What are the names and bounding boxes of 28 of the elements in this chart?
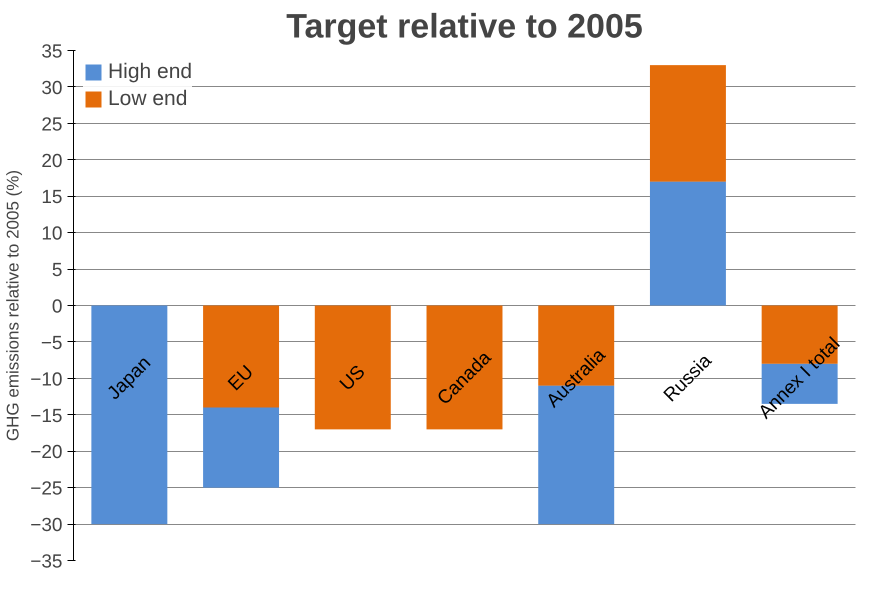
bar — [650, 182, 726, 306]
y-tick-label: −10 — [30, 369, 63, 390]
legend-label: Low end — [108, 87, 188, 111]
y-axis-title: GHG emissions relative to 2005 (%) — [3, 170, 22, 442]
y-tick-label: 10 — [41, 224, 63, 245]
bar — [91, 306, 168, 524]
x-tick-label: US — [336, 362, 370, 396]
bar — [203, 408, 280, 488]
y-tick-label: 5 — [52, 260, 63, 282]
y-tick-label: −20 — [30, 442, 63, 464]
y-tick-label: −5 — [40, 332, 63, 354]
y-tick-label: −30 — [30, 515, 63, 536]
y-tick-label: 15 — [41, 187, 63, 208]
chart-title: Target relative to 2005 — [286, 8, 643, 46]
y-tick-label: −15 — [30, 406, 63, 427]
bar — [650, 65, 726, 182]
y-tick-label: −35 — [30, 552, 63, 572]
legend-label: High end — [108, 60, 192, 84]
y-tick-label: 25 — [41, 114, 63, 136]
bar — [426, 306, 502, 430]
bar — [203, 306, 280, 408]
y-tick-label: 20 — [41, 150, 63, 172]
y-tick-label: −25 — [30, 478, 63, 500]
y-tick-label: 30 — [41, 78, 63, 99]
y-tick-label: 35 — [41, 42, 63, 62]
x-tick-label: EU — [224, 362, 258, 396]
y-tick-label: 0 — [52, 296, 63, 318]
bar — [314, 306, 391, 430]
